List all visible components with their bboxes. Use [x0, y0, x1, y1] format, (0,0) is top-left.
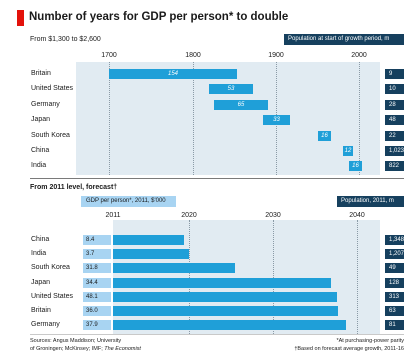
bottom-bar [113, 292, 337, 302]
top-bar: 16 [349, 161, 362, 171]
bottom-bar [113, 235, 184, 245]
bottom-gdp-value: 8.4 [83, 235, 111, 245]
bottom-bar [113, 278, 331, 288]
top-row-label: South Korea [31, 132, 70, 139]
bottom-row-label: United States [31, 293, 74, 300]
footnote-ppp: *At purchasing-power parity [336, 338, 404, 344]
bottom-population-value: 81 [385, 320, 404, 330]
bottom-axis-tick: 2011 [105, 212, 121, 219]
top-bar: 53 [209, 84, 253, 94]
top-row-label: India [31, 162, 47, 169]
bottom-row-label: Germany [31, 321, 60, 328]
bottom-row-label: Britain [31, 307, 51, 314]
bottom-row-label: Japan [31, 279, 51, 286]
top-population-value: 9 [385, 69, 404, 79]
bottom-row-label: China [31, 236, 50, 243]
bottom-gdp-value: 3.7 [83, 249, 111, 259]
bottom-population-value: 1,207 [385, 249, 404, 259]
top-axis-tick: 2000 [351, 52, 367, 59]
bottom-gdp-value: 48.1 [83, 292, 111, 302]
bottom-population-value: 128 [385, 278, 404, 288]
bottom-gridline [273, 220, 274, 334]
top-gridline [359, 62, 360, 175]
top-chart-area [76, 62, 380, 175]
top-subtitle: From $1,300 to $2,600 [30, 36, 101, 43]
top-population-value: 22 [385, 131, 404, 141]
top-population-value: 1,023 [385, 146, 404, 156]
bottom-rule [30, 334, 404, 335]
top-bar: 154 [109, 69, 237, 79]
bottom-bar [113, 263, 235, 273]
bottom-population-header: Population, 2011, m [337, 196, 404, 207]
footnotes: *At purchasing-power parity †Based on fo… [278, 337, 404, 353]
panel-divider [30, 178, 404, 179]
bottom-gdp-header: GDP per person*, 2011, $'000 [81, 196, 176, 207]
sources-publication: The Economist [104, 346, 141, 352]
top-population-value: 822 [385, 161, 404, 171]
top-bar: 12 [343, 146, 353, 156]
bottom-row-label: India [31, 250, 47, 257]
top-row-label: Germany [31, 101, 60, 108]
top-population-header: Population at start of growth period, m [284, 34, 404, 45]
top-bar: 33 [263, 115, 290, 125]
bottom-gridline [357, 220, 358, 334]
bottom-axis-tick: 2020 [181, 212, 197, 219]
bottom-bar [113, 306, 338, 316]
top-population-value: 48 [385, 115, 404, 125]
bottom-gdp-value: 36.0 [83, 306, 111, 316]
bottom-population-value: 63 [385, 306, 404, 316]
top-population-value: 28 [385, 100, 404, 110]
chart-title: Number of years for GDP per person* to d… [29, 11, 289, 23]
bottom-gdp-value: 34.4 [83, 278, 111, 288]
top-row-label: Japan [31, 116, 51, 123]
red-tag [17, 10, 24, 26]
bottom-gdp-value: 37.9 [83, 320, 111, 330]
top-axis-tick: 1900 [268, 52, 284, 59]
bottom-subtitle: From 2011 level, forecast† [30, 184, 118, 191]
bottom-population-value: 313 [385, 292, 404, 302]
top-gridline [193, 62, 194, 175]
bottom-gridline [189, 220, 190, 334]
top-population-value: 10 [385, 84, 404, 94]
sources-line-2: of Groningen; McKinsey; IMF; The Economi… [30, 345, 141, 353]
top-row-label: United States [31, 85, 74, 92]
top-bar: 65 [214, 100, 268, 110]
bottom-bar [113, 249, 189, 259]
top-axis-tick: 1700 [101, 52, 117, 59]
bottom-bar [113, 320, 346, 330]
top-bar: 16 [318, 131, 331, 141]
bottom-population-value: 1,348 [385, 235, 404, 245]
bottom-axis-tick: 2030 [265, 212, 281, 219]
top-axis-tick: 1800 [185, 52, 201, 59]
bottom-gdp-value: 31.8 [83, 263, 111, 273]
sources-note: Sources: Angus Maddison; University of G… [30, 337, 141, 353]
sources-line-1: Sources: Angus Maddison; University [30, 338, 122, 344]
bottom-population-value: 49 [385, 263, 404, 273]
top-gridline [109, 62, 110, 175]
top-row-label: China [31, 147, 50, 154]
sources-line-2-text: of Groningen; McKinsey; IMF; [30, 346, 105, 352]
bottom-axis-tick: 2040 [349, 212, 365, 219]
footnote-forecast: †Based on forecast average growth, 2011-… [294, 346, 404, 352]
top-row-label: Britain [31, 70, 51, 77]
bottom-row-label: South Korea [31, 264, 70, 271]
